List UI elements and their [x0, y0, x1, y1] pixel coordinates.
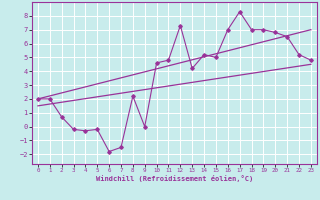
X-axis label: Windchill (Refroidissement éolien,°C): Windchill (Refroidissement éolien,°C) — [96, 175, 253, 182]
